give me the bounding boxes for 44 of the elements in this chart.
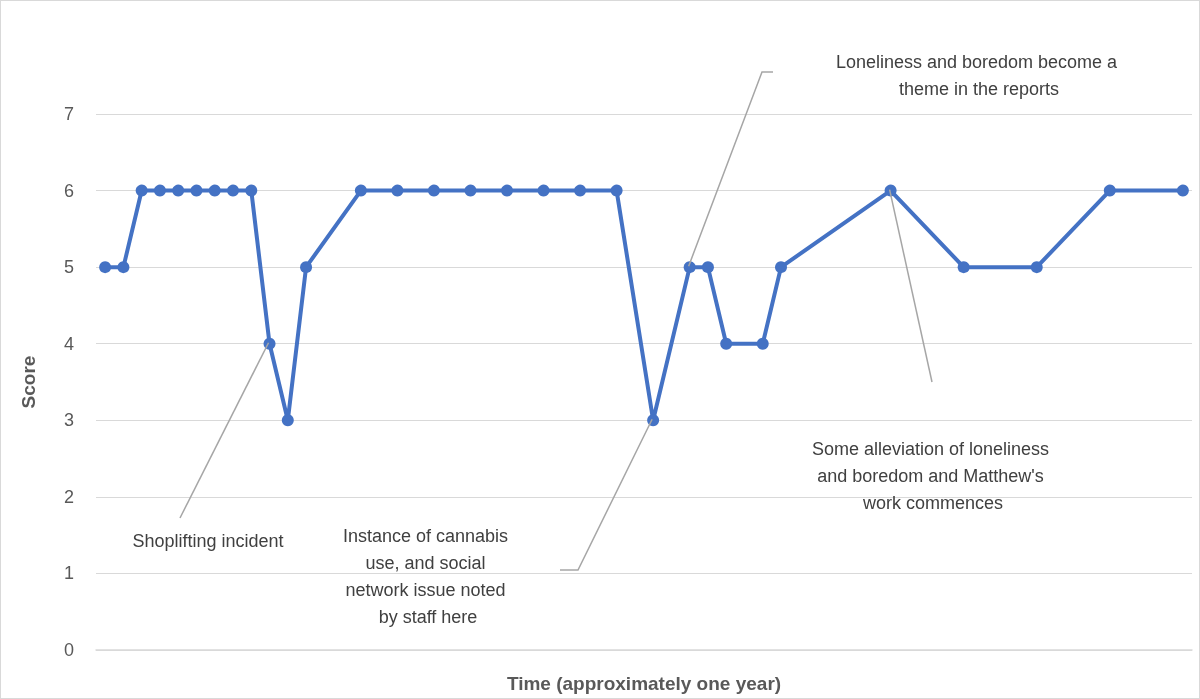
point [683,261,696,274]
point [117,261,130,274]
point [263,337,276,350]
y-tick-label: 1 [63,563,74,584]
point [354,184,367,197]
point [647,414,660,427]
point [574,184,587,197]
point [1176,184,1189,197]
annotation: Some alleviation of loneliness and boredom and Matthew's work commences [811,439,1055,513]
point [281,414,294,427]
point [190,184,203,197]
point [172,184,185,197]
text: Loneliness and boredom become a theme in the reports [835,51,1123,99]
y-tick-label: 7 [63,104,74,124]
point [99,261,112,274]
annotation: Shoplifting incident [132,531,284,551]
y-tick-label: 6 [63,180,74,201]
point [1103,184,1116,197]
y-tick-label: 0 [63,640,74,660]
y-tick-label: 2 [63,486,74,507]
point [464,184,477,197]
y-tick-label: 3 [63,410,74,431]
point [135,184,148,197]
x-axis-title: Time (approximately one year) [506,673,782,694]
point [208,184,221,197]
annotation: Instance of cannabis use, and social network issue noted by staff here [342,525,514,627]
point [391,184,404,197]
point [1030,261,1043,274]
y-tick-label: 5 [63,257,74,278]
point [227,184,239,197]
point [610,184,623,197]
point [245,184,258,197]
point [701,261,714,274]
point [756,337,769,350]
point [957,261,970,274]
point [300,261,313,274]
y-tick-label: 4 [63,333,74,354]
point [501,184,513,197]
point [775,261,787,274]
point [720,337,733,350]
point [153,184,166,197]
point [537,184,550,197]
point [427,184,440,197]
y-axis-title: Score [18,355,39,409]
